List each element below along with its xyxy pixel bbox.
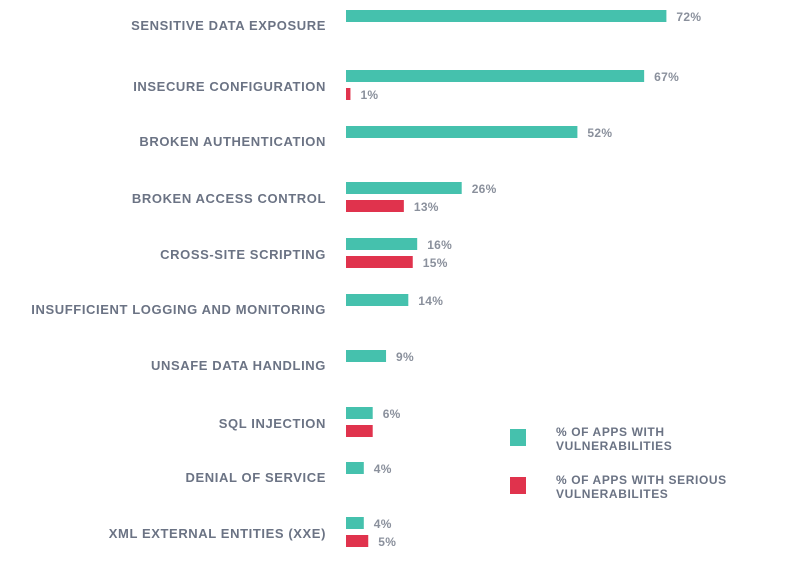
bar-serious-vulnerabilities <box>346 200 404 212</box>
legend-label: % OF APPS WITH <box>556 425 665 439</box>
data-label: 4% <box>374 517 392 531</box>
bar-vulnerabilities <box>346 517 364 529</box>
legend-swatch-vulnerabilities <box>510 429 526 446</box>
category-label: INSUFFICIENT LOGGING AND MONITORING <box>31 302 326 317</box>
data-label: 52% <box>587 126 612 140</box>
bar-vulnerabilities <box>346 238 418 250</box>
category-label: CROSS-SITE SCRIPTING <box>160 247 326 262</box>
data-label: 14% <box>418 294 443 308</box>
category-label: BROKEN ACCESS CONTROL <box>132 191 326 206</box>
data-label: 4% <box>374 462 392 476</box>
category-label: UNSAFE DATA HANDLING <box>151 358 326 373</box>
bar-serious-vulnerabilities <box>346 535 369 547</box>
data-label: 9% <box>396 350 414 364</box>
data-label: 72% <box>676 10 701 24</box>
category-label: SQL INJECTION <box>219 416 326 431</box>
data-label: 13% <box>414 200 439 214</box>
bar-vulnerabilities <box>346 182 462 194</box>
bar-serious-vulnerabilities <box>346 425 373 437</box>
category-label: INSECURE CONFIGURATION <box>133 79 326 94</box>
bar-vulnerabilities <box>346 70 645 82</box>
data-label: 1% <box>360 88 378 102</box>
data-label: 6% <box>383 407 401 421</box>
legend-swatch-serious <box>510 477 526 494</box>
bar-serious-vulnerabilities <box>346 256 413 268</box>
bar-vulnerabilities <box>346 294 409 306</box>
bar-vulnerabilities <box>346 350 387 362</box>
data-label: 5% <box>378 535 396 549</box>
category-label: XML EXTERNAL ENTITIES (XXE) <box>109 526 326 541</box>
legend-label: VULNERABILITIES <box>556 439 672 453</box>
bar-vulnerabilities <box>346 462 364 474</box>
bar-vulnerabilities <box>346 407 373 419</box>
bar-vulnerabilities <box>346 10 667 22</box>
legend-label: % OF APPS WITH SERIOUS <box>556 473 727 487</box>
data-label: 67% <box>654 70 679 84</box>
bar-serious-vulnerabilities <box>346 88 351 100</box>
category-label: BROKEN AUTHENTICATION <box>139 134 326 149</box>
legend-label: VULNERABILITES <box>556 487 668 501</box>
data-label: 16% <box>427 238 452 252</box>
data-label: 26% <box>472 182 497 196</box>
category-label: SENSITIVE DATA EXPOSURE <box>131 18 326 33</box>
bar-vulnerabilities <box>346 126 578 138</box>
category-label: DENIAL OF SERVICE <box>186 470 326 485</box>
data-label: 15% <box>423 256 448 270</box>
